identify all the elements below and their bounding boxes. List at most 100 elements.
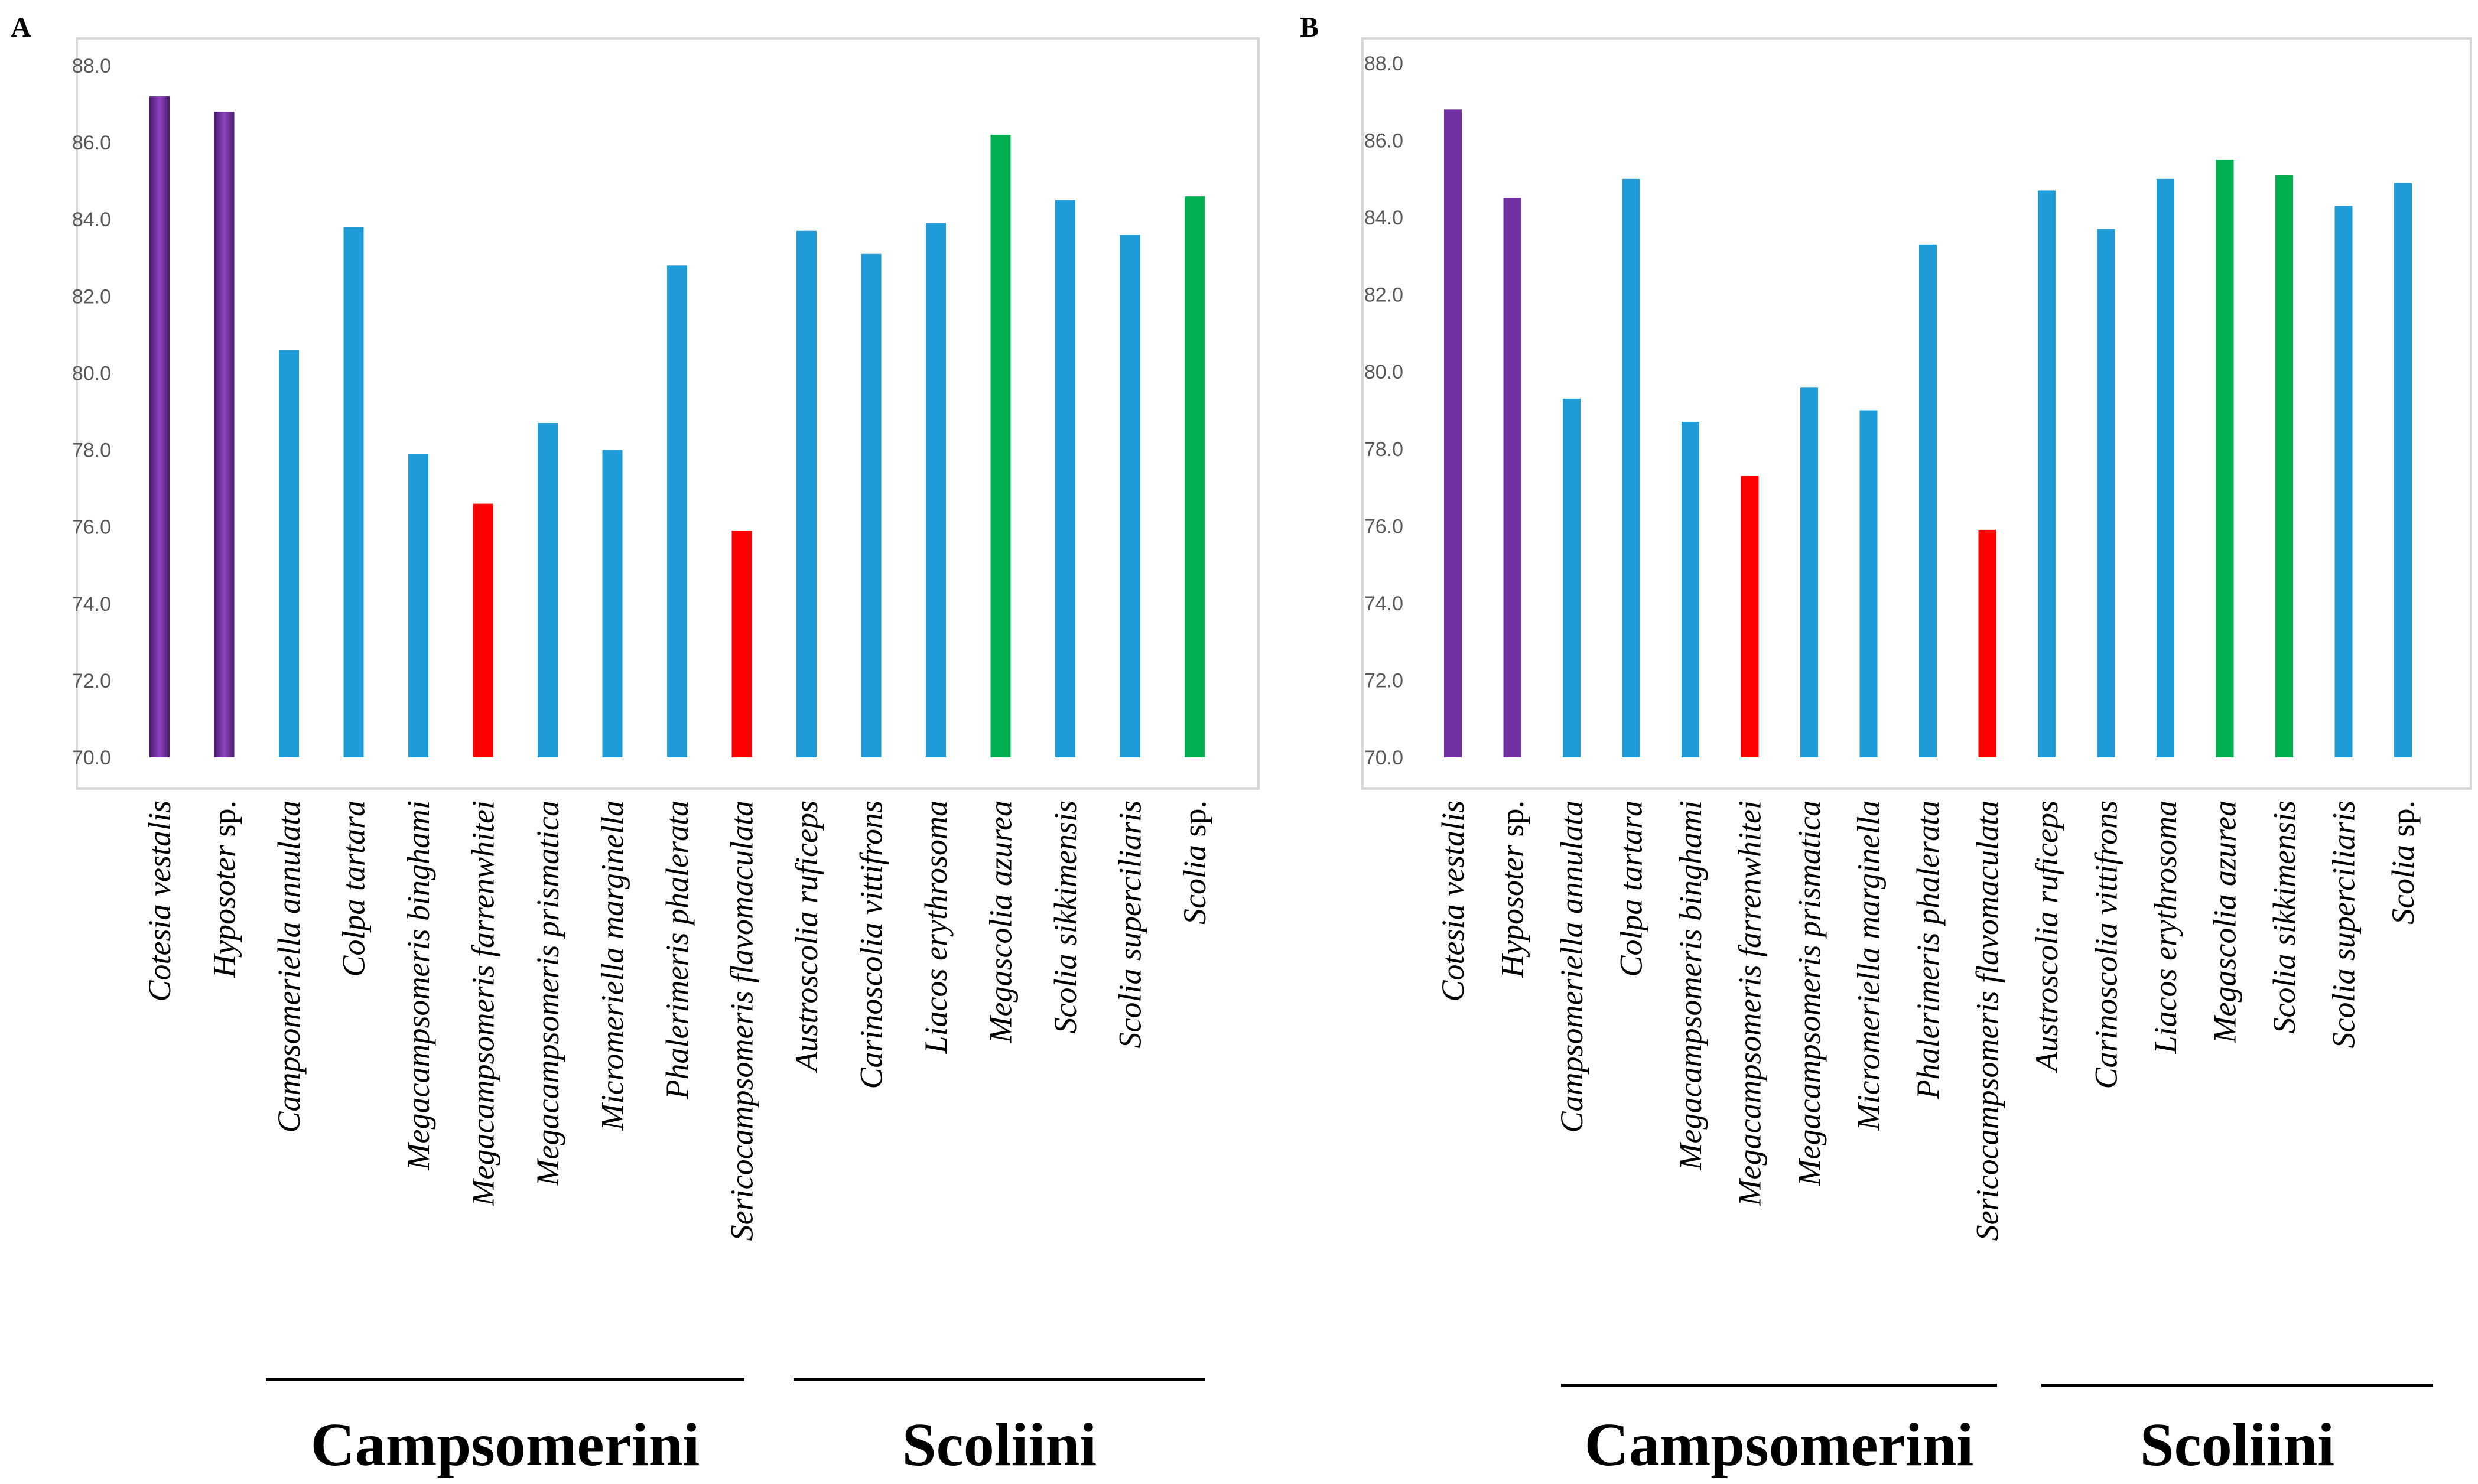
category-name: Cotesia vestalis	[142, 800, 177, 1001]
category-name: Sericocampsomeris flavomaculata	[1970, 800, 2005, 1241]
category-name: Megacampsomeris prismatica	[530, 800, 565, 1186]
category-name: Campsomeriella annulata	[1554, 800, 1589, 1133]
category-name: Scolia sikkimensis	[1048, 800, 1083, 1033]
category-label: Scolia sp.	[1177, 800, 1212, 925]
category-label: Megacampsomeris binghami	[401, 800, 436, 1170]
y-tick-label: 70.0	[72, 747, 111, 769]
category-label: Cotesia vestalis	[1435, 800, 1471, 1001]
bar	[214, 112, 235, 758]
y-tick-label: 74.0	[72, 593, 111, 616]
category-suffix: sp.	[1177, 800, 1212, 845]
panel-a-groups: Campsomerini Scoliini	[266, 1378, 1205, 1479]
category-name: Megacampsomeris binghami	[401, 800, 436, 1170]
bar	[1741, 476, 1759, 757]
bar	[1800, 387, 1818, 757]
category-label: Colpa tartara	[1614, 800, 1649, 977]
panel-a: A 70.0 72.0 74.0 76.0 78.0 80.0 82.0 84.0 86.0 88…	[11, 12, 1260, 1479]
y-tick-label: 70.0	[1364, 747, 1403, 769]
bar	[2275, 175, 2293, 757]
category-label: Scolia sikkimensis	[1048, 800, 1083, 1033]
category-suffix: sp.	[207, 800, 242, 845]
y-tick-label: 78.0	[72, 440, 111, 462]
category-name: Colpa tartara	[1614, 800, 1649, 977]
panel-b-plot-frame	[1361, 37, 2472, 790]
category-name: Sericocampsomeris flavomaculata	[724, 800, 760, 1241]
category-label: Megacampsomeris farrenwhitei	[466, 800, 501, 1206]
category-name: Phalerimeris phalerata	[1910, 800, 1946, 1099]
y-tick-label: 76.0	[1364, 515, 1403, 538]
category-label: Scolia sp.	[2385, 800, 2421, 925]
bar	[2038, 190, 2056, 758]
y-tick-label: 72.0	[1364, 669, 1403, 692]
category-label: Phalerimeris phalerata	[659, 800, 695, 1099]
bar	[473, 503, 493, 757]
group-label: Campsomerini	[1585, 1411, 1974, 1479]
panel-a-label: A	[11, 12, 31, 43]
bar	[1919, 244, 1937, 757]
category-name: Micromeriella marginella	[1851, 800, 1887, 1131]
category-name: Megacampsomeris prismatica	[1791, 800, 1827, 1186]
category-name: Scolia	[1177, 845, 1212, 925]
y-tick-label: 82.0	[72, 285, 111, 308]
category-name: Carinoscolia vittifrons	[854, 800, 889, 1089]
bar	[602, 450, 623, 757]
category-label: Austroscolia ruficeps	[789, 800, 824, 1073]
category-name: Carinoscolia vittifrons	[2089, 800, 2124, 1089]
bar	[861, 253, 882, 757]
bar	[796, 230, 817, 757]
category-name: Colpa tartara	[336, 800, 372, 977]
y-tick-label: 80.0	[72, 362, 111, 385]
bar	[1622, 178, 1640, 757]
category-label: Campsomeriella annulata	[271, 800, 307, 1133]
category-suffix: sp.	[1495, 800, 1530, 845]
bar	[1185, 196, 1205, 757]
category-label: Scolia superciliaris	[1113, 800, 1148, 1048]
category-name: Megascolia azurea	[2207, 800, 2243, 1043]
bar	[2216, 160, 2234, 757]
category-label: Scolia sikkimensis	[2266, 800, 2302, 1033]
bar	[731, 531, 752, 757]
category-label: Cotesia vestalis	[142, 800, 177, 1001]
category-name: Scolia superciliaris	[1113, 800, 1148, 1048]
bar	[1859, 410, 1878, 757]
category-name: Austroscolia ruficeps	[2029, 800, 2064, 1073]
bar	[1682, 422, 1699, 757]
category-label: Scolia superciliaris	[2326, 800, 2362, 1048]
panel-b-category-labels: Cotesia vestalis Hyposoter sp. Campsomerie…	[1435, 800, 2421, 1241]
category-name: Liacos erythrosoma	[918, 800, 954, 1055]
category-label: Megacampsomeris binghami	[1673, 800, 1708, 1170]
panel-b-y-axis: 70.0 72.0 74.0 76.0 78.0 80.0 82.0 84.0 86.0 88.0	[1364, 53, 1403, 769]
category-name: Phalerimeris phalerata	[659, 800, 695, 1099]
y-tick-label: 84.0	[72, 209, 111, 231]
bar	[1563, 398, 1581, 757]
category-label: Liacos erythrosoma	[918, 800, 954, 1055]
group-label: Campsomerini	[311, 1411, 700, 1479]
category-label: Megacampsomeris prismatica	[530, 800, 565, 1186]
category-label: Hyposoter sp.	[207, 800, 242, 978]
category-label: Carinoscolia vittifrons	[2089, 800, 2124, 1089]
y-tick-label: 84.0	[1364, 207, 1403, 229]
y-tick-label: 88.0	[1364, 53, 1403, 75]
category-name: Scolia	[2385, 845, 2421, 925]
category-label: Megascolia azurea	[2207, 800, 2243, 1043]
category-name: Megacampsomeris farrenwhitei	[1732, 800, 1768, 1206]
y-tick-label: 80.0	[1364, 361, 1403, 383]
group-label: Scoliini	[2140, 1411, 2334, 1479]
category-name: Scolia sikkimensis	[2266, 800, 2302, 1033]
category-name: Cotesia vestalis	[1435, 800, 1471, 1001]
category-label: Megascolia azurea	[983, 800, 1019, 1043]
category-label: Hyposoter sp.	[1495, 800, 1530, 978]
bar	[1503, 198, 1521, 757]
panel-b: B 70.0 72.0 74.0 76.0 78.0 80.0 82.0 84.0 86.0 88…	[1300, 12, 2472, 1479]
bar	[1120, 235, 1140, 757]
category-label: Sericocampsomeris flavomaculata	[1970, 800, 2005, 1241]
category-label: Micromeriella marginella	[1851, 800, 1887, 1131]
group-label: Scoliini	[902, 1411, 1097, 1479]
y-tick-label: 72.0	[72, 670, 111, 692]
category-name: Micromeriella marginella	[595, 800, 630, 1131]
bar	[149, 96, 170, 758]
category-label: Colpa tartara	[336, 800, 372, 977]
bar	[2334, 206, 2353, 757]
panel-a-bars	[149, 96, 1205, 758]
category-label: Campsomeriella annulata	[1554, 800, 1589, 1133]
